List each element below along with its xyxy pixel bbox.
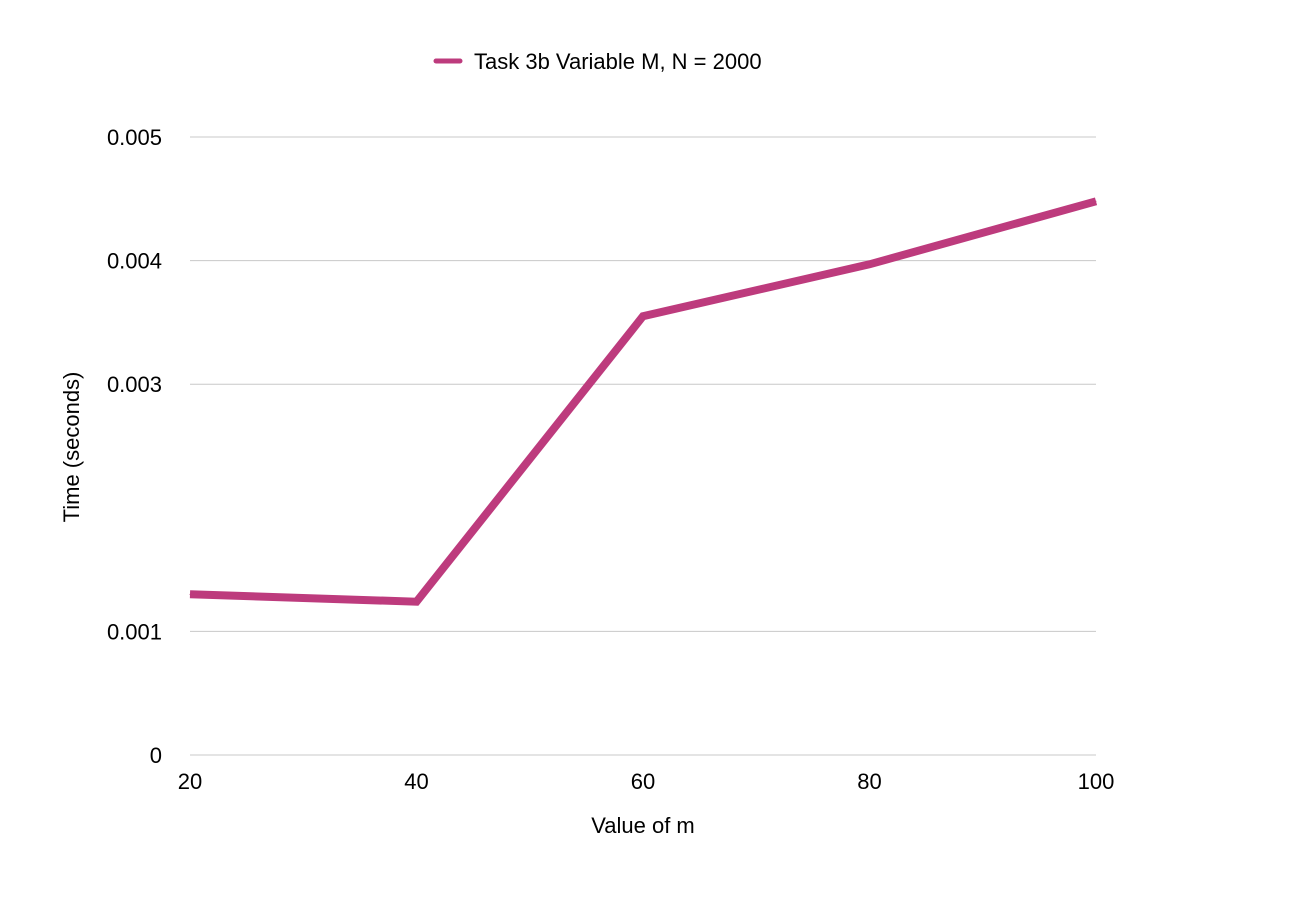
legend: Task 3b Variable M, N = 2000 (433, 49, 762, 74)
data-point (416, 601, 417, 603)
series-layer (189, 197, 1098, 606)
x-tick-label: 20 (178, 769, 202, 794)
gridlines (190, 136, 1096, 756)
legend-label: Task 3b Variable M, N = 2000 (474, 49, 762, 74)
x-axis-title: Value of m (591, 813, 695, 838)
series-line-0 (189, 197, 1098, 606)
x-tick-label: 100 (1078, 769, 1115, 794)
x-tick-label: 40 (404, 769, 428, 794)
x-tick-label: 80 (857, 769, 881, 794)
data-point (1095, 200, 1097, 202)
x-axis-ticks: 20 40 60 80 100 (178, 769, 1115, 794)
y-tick-label: 0.004 (107, 249, 162, 274)
y-tick-label: 0.005 (107, 125, 162, 150)
data-point (642, 315, 644, 317)
data-point (189, 593, 191, 595)
data-point (869, 263, 870, 265)
y-axis-ticks: 0 0.001 0.003 0.004 0.005 (107, 125, 162, 768)
y-tick-label: 0 (150, 743, 162, 768)
y-axis-title: Time (seconds) (59, 372, 84, 523)
y-tick-label: 0.003 (107, 372, 162, 397)
x-tick-label: 60 (631, 769, 655, 794)
y-tick-label: 0.001 (107, 619, 162, 644)
